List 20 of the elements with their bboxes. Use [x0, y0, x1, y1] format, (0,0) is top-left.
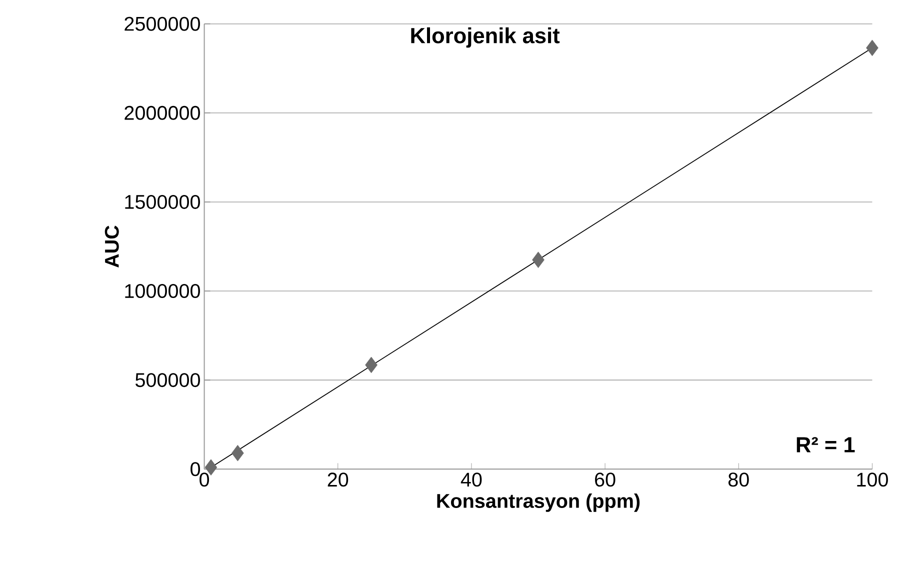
point — [532, 252, 544, 268]
y-tick-label: 1000000 — [125, 284, 200, 298]
point — [866, 40, 878, 56]
x-tick-label: 40 — [460, 472, 482, 487]
x-tick-label: 20 — [328, 472, 348, 487]
x-tick-label: 60 — [595, 472, 616, 487]
x-tick-label: 80 — [728, 472, 749, 487]
y-tick-label: 2500000 — [124, 17, 200, 32]
y-tick-label: 1500000 — [125, 195, 200, 210]
annotation: R² = 1 — [796, 437, 855, 453]
y-axis-title: AUC — [104, 226, 119, 268]
point — [232, 445, 244, 462]
x-axis-title: Konsantrasyon (ppm) — [437, 494, 640, 512]
y-tick-label: 500000 — [136, 373, 200, 388]
x-tick-label: 100 — [857, 472, 888, 487]
x-tick-label: 0 — [200, 472, 210, 487]
point — [365, 357, 378, 374]
chart-title: Klorojenik asit — [411, 28, 560, 48]
y-tick-label: 2000000 — [124, 106, 200, 120]
y-tick-label: 0 — [190, 462, 200, 476]
